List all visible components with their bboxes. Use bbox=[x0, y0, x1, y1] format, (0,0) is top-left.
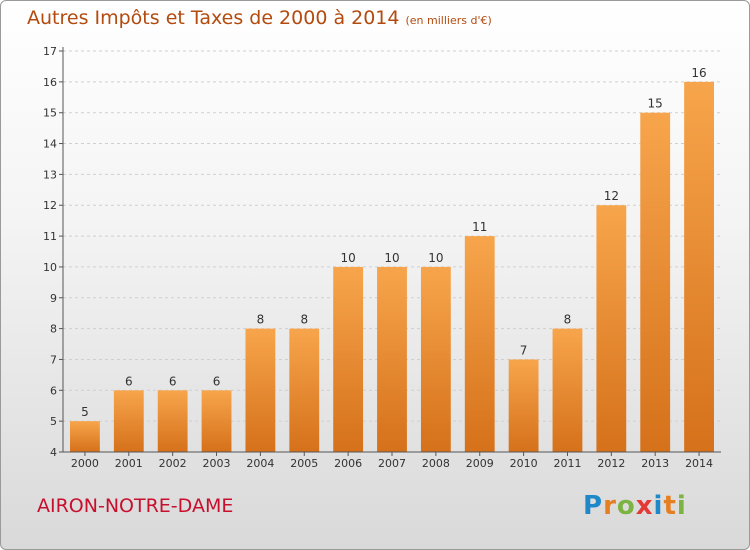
logo-letter: o bbox=[616, 491, 636, 521]
data-label: 11 bbox=[472, 220, 487, 234]
bars: 5 6 6 6 8 8 10 10 10 11 7 8 12 15 16 bbox=[70, 66, 714, 452]
data-label: 10 bbox=[428, 251, 443, 265]
y-tick-label: 12 bbox=[43, 199, 57, 212]
data-label: 6 bbox=[169, 374, 177, 388]
data-label: 8 bbox=[300, 313, 308, 327]
logo-letter: P bbox=[583, 491, 604, 521]
bar bbox=[333, 266, 364, 452]
logo-letter: i bbox=[653, 491, 664, 521]
y-tick-label: 9 bbox=[50, 292, 57, 305]
x-tick-label: 2001 bbox=[115, 457, 143, 470]
bar bbox=[245, 328, 276, 452]
bar bbox=[420, 266, 451, 452]
y-tick-label: 6 bbox=[50, 384, 57, 397]
y-tick-label: 5 bbox=[50, 415, 57, 428]
data-label: 16 bbox=[691, 66, 706, 80]
x-tick-label: 2009 bbox=[466, 457, 494, 470]
bar bbox=[508, 359, 539, 452]
logo-letter: r bbox=[603, 491, 617, 521]
y-tick-label: 13 bbox=[43, 168, 57, 181]
y-tick-label: 11 bbox=[43, 230, 57, 243]
x-tick-label: 2012 bbox=[597, 457, 625, 470]
data-label: 7 bbox=[520, 343, 528, 357]
y-tick-label: 7 bbox=[50, 353, 57, 366]
data-label: 10 bbox=[340, 251, 355, 265]
x-tick-label: 2014 bbox=[685, 457, 713, 470]
bar bbox=[201, 390, 232, 452]
data-label: 5 bbox=[81, 405, 89, 419]
x-tick-label: 2007 bbox=[378, 457, 406, 470]
bar bbox=[70, 421, 100, 452]
chart-title: Autres Impôts et Taxes de 2000 à 2014 (en… bbox=[27, 7, 492, 29]
x-tick-label: 2000 bbox=[71, 457, 99, 470]
y-tick-label: 15 bbox=[43, 107, 57, 120]
y-tick-label: 16 bbox=[43, 76, 57, 89]
chart-unit: (en milliers d'€) bbox=[405, 14, 492, 27]
logo-letter: t bbox=[663, 491, 677, 521]
x-tick-label: 2003 bbox=[203, 457, 231, 470]
data-label: 10 bbox=[384, 251, 399, 265]
y-tick-label: 8 bbox=[50, 323, 57, 336]
data-label: 6 bbox=[125, 374, 133, 388]
bar bbox=[113, 390, 144, 452]
x-tick-label: 2008 bbox=[422, 457, 450, 470]
chart-title-text: Autres Impôts et Taxes de 2000 à 2014 bbox=[27, 7, 400, 29]
y-tick-label: 10 bbox=[43, 261, 57, 274]
x-tick-label: 2010 bbox=[510, 457, 538, 470]
bar bbox=[157, 390, 188, 452]
data-label: 15 bbox=[648, 97, 663, 111]
logo-letter: i bbox=[676, 491, 687, 521]
bar bbox=[596, 205, 627, 452]
bar bbox=[552, 328, 583, 452]
x-tick-label: 2006 bbox=[334, 457, 362, 470]
y-tick-label: 4 bbox=[50, 446, 57, 459]
data-label: 6 bbox=[213, 374, 221, 388]
x-tick-label: 2011 bbox=[553, 457, 581, 470]
data-label: 8 bbox=[564, 313, 572, 327]
y-tick-label: 17 bbox=[43, 45, 57, 58]
x-tick-label: 2004 bbox=[246, 457, 274, 470]
commune-name: AIRON-NOTRE-DAME bbox=[37, 495, 234, 517]
data-label: 12 bbox=[604, 189, 619, 203]
x-tick-label: 2005 bbox=[290, 457, 318, 470]
x-axis: 2000 2001 2002 2003 2004 2005 2006 2007 2008 2009… bbox=[63, 451, 721, 470]
bar bbox=[289, 328, 320, 452]
proxiti-logo[interactable]: Proxiti bbox=[583, 491, 687, 521]
bar bbox=[640, 112, 671, 452]
y-axis: 4 5 6 7 8 9 10 11 12 13 14 15 16 17 bbox=[43, 45, 64, 459]
logo-letter: x bbox=[635, 491, 654, 521]
bar bbox=[464, 236, 495, 452]
x-tick-label: 2013 bbox=[641, 457, 669, 470]
bar bbox=[377, 266, 407, 452]
bar bbox=[684, 81, 714, 452]
x-tick-label: 2002 bbox=[159, 457, 187, 470]
data-label: 8 bbox=[257, 313, 265, 327]
y-tick-label: 14 bbox=[43, 138, 57, 151]
